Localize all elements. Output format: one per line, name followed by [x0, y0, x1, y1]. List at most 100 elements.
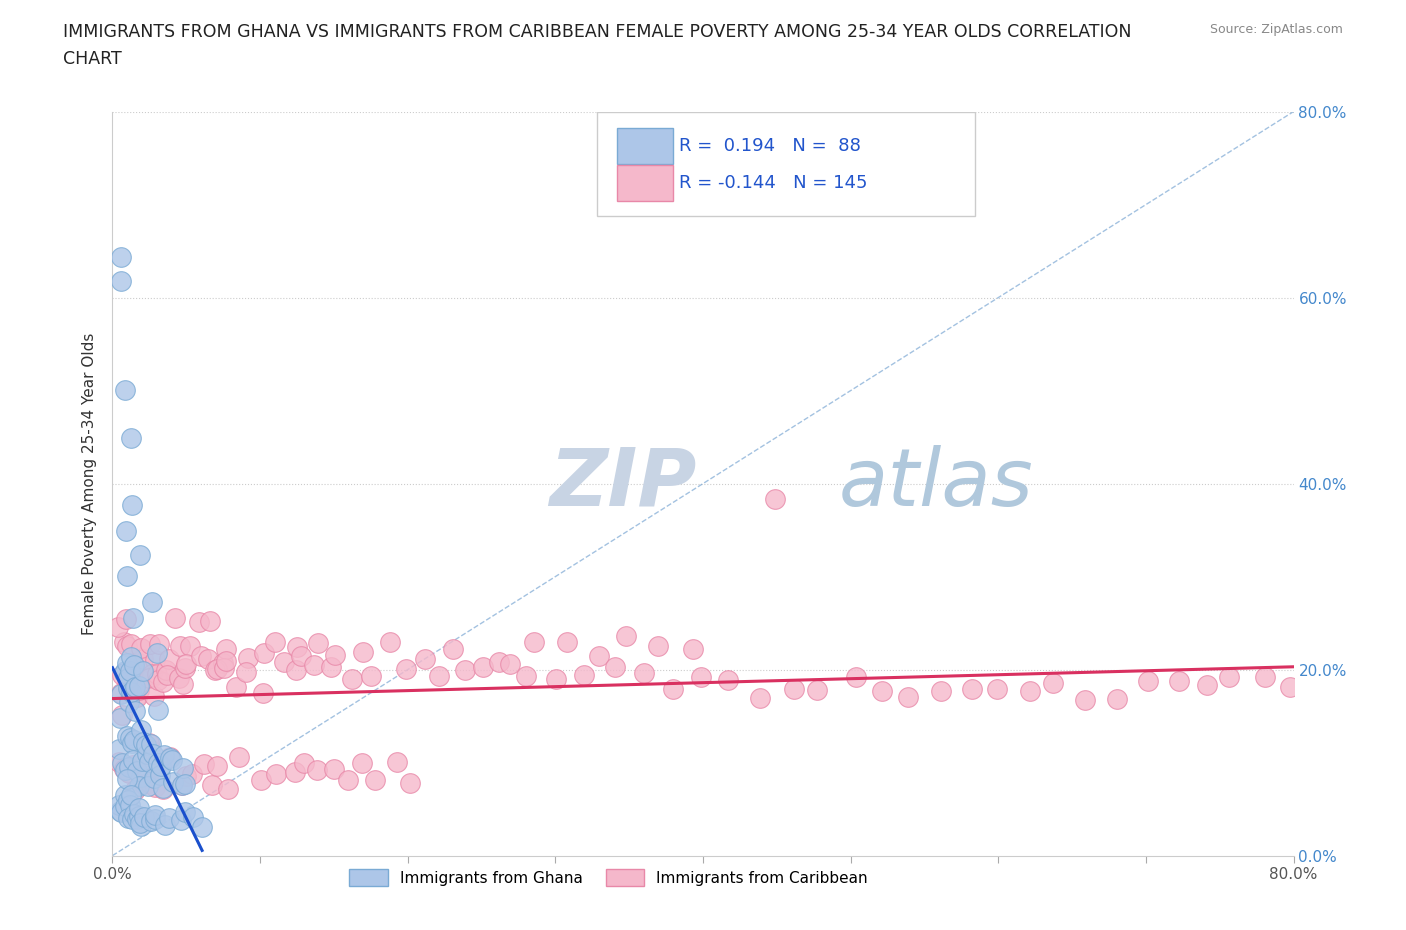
Point: [749, 690, 772, 705]
Point: [143, 811, 166, 826]
Point: [225, 680, 247, 695]
Point: [155, 662, 177, 677]
Point: [387, 754, 409, 769]
Point: [682, 642, 704, 657]
Point: [360, 669, 382, 684]
Point: [159, 750, 181, 764]
Point: [253, 645, 276, 660]
Point: [124, 690, 146, 705]
Point: [117, 792, 139, 807]
Point: [159, 751, 181, 765]
Text: Source: ZipAtlas.com: Source: ZipAtlas.com: [1209, 23, 1343, 36]
Point: [153, 817, 176, 832]
Point: [149, 759, 172, 774]
Point: [114, 799, 136, 814]
Point: [117, 671, 139, 685]
Point: [156, 668, 179, 683]
Point: [128, 801, 150, 816]
Point: [124, 679, 146, 694]
Point: [614, 629, 637, 644]
Point: [143, 779, 166, 794]
FancyBboxPatch shape: [596, 112, 974, 216]
Point: [172, 676, 194, 691]
Point: [292, 756, 315, 771]
Point: [214, 654, 236, 669]
Point: [138, 736, 160, 751]
Point: [120, 637, 142, 652]
Point: [378, 634, 401, 649]
Point: [319, 659, 342, 674]
Point: [305, 763, 328, 777]
Point: [118, 684, 141, 698]
Point: [120, 788, 142, 803]
Point: [120, 650, 142, 665]
Point: [139, 813, 162, 828]
Point: [138, 754, 160, 769]
Point: [212, 656, 235, 671]
Point: [111, 756, 134, 771]
Point: [138, 775, 160, 790]
Point: [633, 666, 655, 681]
Point: [120, 797, 142, 812]
Point: [273, 655, 295, 670]
FancyBboxPatch shape: [617, 166, 673, 201]
Point: [264, 766, 287, 781]
Point: [986, 682, 1008, 697]
Point: [157, 651, 180, 666]
Text: atlas: atlas: [839, 445, 1033, 523]
Point: [187, 615, 209, 630]
Point: [110, 687, 132, 702]
Point: [121, 610, 143, 625]
Point: [783, 681, 806, 696]
Point: [152, 782, 174, 797]
Point: [427, 669, 450, 684]
Point: [132, 809, 155, 824]
Point: [238, 650, 260, 665]
Point: [132, 735, 155, 750]
Point: [120, 431, 142, 445]
Point: [929, 684, 952, 698]
Point: [141, 666, 163, 681]
Point: [215, 641, 238, 656]
Point: [1218, 670, 1240, 684]
Point: [1018, 684, 1040, 698]
Point: [217, 781, 239, 796]
Point: [129, 765, 152, 780]
Point: [162, 774, 184, 789]
Point: [588, 649, 610, 664]
Point: [897, 689, 920, 704]
Point: [342, 671, 364, 686]
Point: [146, 755, 169, 770]
Text: IMMIGRANTS FROM GHANA VS IMMIGRANTS FROM CARIBBEAN FEMALE POVERTY AMONG 25-34 YE: IMMIGRANTS FROM GHANA VS IMMIGRANTS FROM…: [63, 23, 1132, 68]
Legend: Immigrants from Ghana, Immigrants from Caribbean: Immigrants from Ghana, Immigrants from C…: [343, 863, 873, 893]
Point: [111, 668, 134, 683]
Point: [124, 704, 146, 719]
Point: [118, 694, 141, 709]
Point: [117, 764, 139, 779]
Point: [149, 768, 172, 783]
Point: [1074, 693, 1097, 708]
Text: R = -0.144   N = 145: R = -0.144 N = 145: [679, 174, 868, 192]
Point: [131, 641, 153, 656]
Point: [128, 778, 150, 793]
Point: [117, 672, 139, 687]
Point: [107, 754, 129, 769]
Point: [115, 612, 138, 627]
Point: [114, 663, 136, 678]
Point: [122, 732, 145, 747]
Point: [128, 656, 150, 671]
Point: [169, 639, 191, 654]
Point: [152, 780, 174, 795]
Point: [132, 777, 155, 791]
Point: [110, 273, 132, 288]
Point: [110, 685, 132, 700]
Point: [352, 755, 374, 770]
Point: [228, 750, 250, 764]
Point: [197, 651, 219, 666]
Point: [1254, 670, 1277, 684]
Point: [139, 737, 162, 751]
Point: [523, 635, 546, 650]
Point: [146, 702, 169, 717]
Point: [121, 736, 143, 751]
Point: [153, 748, 176, 763]
